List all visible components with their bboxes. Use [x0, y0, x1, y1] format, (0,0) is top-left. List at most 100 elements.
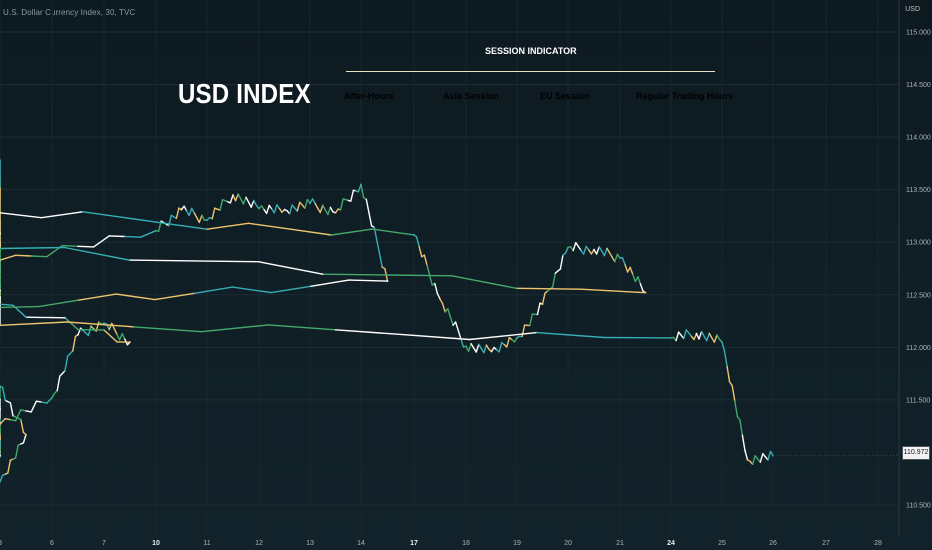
price-segment [436, 292, 441, 300]
x-tick-label: 24 [667, 540, 675, 547]
price-segment [270, 285, 311, 294]
x-tick-label: 28 [874, 540, 882, 547]
symbol-label: U.S. Dollar Currency Index, 30, TVC [3, 8, 136, 17]
price-segment [245, 196, 250, 203]
price-segment [87, 325, 92, 337]
price-segment [716, 334, 721, 341]
price-segment [211, 207, 216, 220]
price-segment [726, 365, 731, 383]
data-point [670, 337, 672, 339]
price-segment [193, 212, 198, 219]
price-segment [330, 228, 374, 236]
price-segment [121, 333, 126, 340]
price-segment [423, 254, 428, 266]
data-point [644, 291, 647, 294]
currency-label: USD [905, 6, 920, 13]
y-tick-label: 110.500 [906, 502, 931, 509]
price-segment [123, 216, 167, 225]
price-segment [198, 214, 203, 224]
x-tick-label: 7 [102, 540, 106, 547]
price-segment [240, 198, 245, 205]
price-segment [268, 204, 273, 210]
data-point [0, 306, 1, 309]
price-segment [467, 343, 472, 352]
price-segment [639, 283, 644, 292]
x-tick-label: 27 [822, 540, 830, 547]
legend-eu-session: EU Session [540, 91, 590, 101]
price-segment [219, 198, 224, 211]
price-segment [273, 204, 278, 214]
y-tick-label: 112.500 [906, 292, 931, 299]
price-segment [265, 204, 270, 215]
price-segment [35, 400, 43, 403]
x-tick-label: 18 [462, 540, 470, 547]
data-point [0, 232, 1, 235]
price-segment [350, 189, 355, 202]
price-segment [190, 207, 196, 214]
price-segment [0, 303, 14, 306]
last-price-badge: 110.972 [902, 446, 930, 460]
price-segment [231, 286, 272, 294]
price-segment [257, 261, 324, 275]
data-point [0, 443, 1, 445]
price-segment [376, 239, 381, 255]
price-segment [441, 303, 446, 313]
price-segment [0, 246, 66, 250]
data-point [0, 211, 1, 214]
data-point [155, 229, 157, 232]
price-segment [206, 222, 250, 230]
price-segment [428, 274, 433, 286]
price-segment [426, 264, 431, 276]
price-segment [339, 198, 344, 211]
data-point [0, 257, 1, 259]
price-segment [234, 193, 239, 202]
price-segment [192, 260, 259, 263]
data-point [0, 292, 1, 295]
data-point [0, 481, 1, 483]
price-segment [304, 198, 309, 209]
price-segment [247, 201, 252, 208]
price-segment [577, 245, 582, 252]
price-segment [598, 246, 603, 252]
price-segment [348, 279, 389, 282]
price-segment [0, 305, 40, 309]
price-segment [552, 272, 556, 288]
price-segment [418, 246, 423, 258]
price-segment [608, 252, 613, 258]
price-segment [20, 418, 25, 434]
price-segment [741, 434, 746, 452]
price-segment [541, 292, 546, 305]
price-segment [451, 275, 518, 289]
x-tick-label: 25 [718, 540, 726, 547]
price-segment [30, 400, 38, 413]
price-segment [82, 211, 125, 219]
price-segment [759, 453, 764, 463]
data-point [0, 259, 1, 261]
price-segment [253, 199, 258, 207]
price-segment [288, 204, 293, 215]
price-segment [14, 444, 19, 459]
y-tick-label: 115.000 [906, 30, 931, 37]
price-segment [515, 287, 582, 290]
price-segment [739, 419, 744, 436]
price-segment [1, 386, 6, 402]
data-point [334, 211, 337, 214]
price-segment [92, 235, 110, 248]
price-segment [314, 202, 319, 209]
data-point [465, 345, 467, 348]
price-segment [637, 276, 642, 285]
price-segment [0, 418, 6, 425]
price-segment [133, 326, 203, 333]
data-point [695, 332, 698, 335]
price-segment [632, 273, 636, 283]
price-segment [485, 344, 490, 350]
price-segment [14, 254, 32, 257]
data-point [103, 322, 105, 325]
price-segment [56, 375, 61, 392]
price-segment [469, 331, 538, 341]
x-tick-label: 14 [357, 540, 365, 547]
legend-regular-trading-hours: Regular Trading Hours [636, 91, 734, 101]
price-segment [723, 350, 728, 368]
price-segment [736, 415, 741, 421]
price-segment [232, 194, 237, 202]
